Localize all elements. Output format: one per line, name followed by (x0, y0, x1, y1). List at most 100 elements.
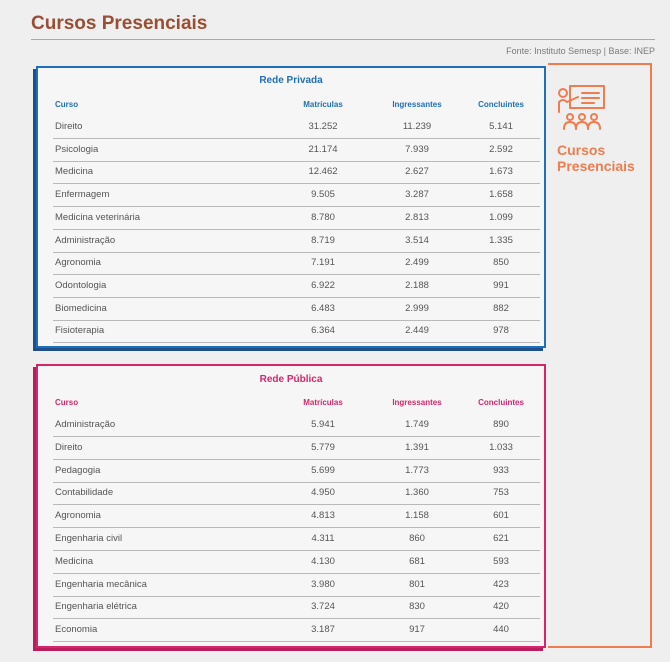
header-course: Curso (55, 398, 79, 407)
cell-enrollments: 6.364 (311, 325, 335, 337)
cell-enrollments: 9.505 (311, 189, 335, 201)
title-divider (31, 39, 655, 40)
cell-enrollments: 6.922 (311, 279, 335, 291)
cell-course: Enfermagem (55, 189, 110, 201)
header-course: Curso (55, 100, 79, 109)
cell-course: Contabilidade (55, 487, 114, 499)
cell-entrants: 1.158 (405, 510, 429, 522)
table-row: Medicina 12.462 2.627 1.673 (53, 161, 540, 185)
header-graduates: Concluintes (478, 398, 524, 407)
side-bracket (548, 63, 652, 648)
cell-course: Psicologia (55, 143, 99, 155)
cell-graduates: 753 (493, 487, 509, 499)
cell-graduates: 1.033 (489, 441, 513, 453)
cell-graduates: 593 (493, 555, 509, 567)
cell-course: Administração (55, 419, 116, 430)
cell-enrollments: 4.813 (311, 510, 335, 522)
cell-graduates: 991 (493, 279, 509, 291)
cell-graduates: 882 (493, 302, 509, 314)
cell-course: Fisioterapia (55, 325, 105, 337)
cell-enrollments: 21.174 (308, 143, 338, 155)
cell-entrants: 681 (409, 555, 425, 567)
header-enrollments: Matrículas (303, 100, 343, 109)
header-entrants: Ingressantes (392, 100, 442, 109)
cell-entrants: 2.627 (405, 166, 429, 178)
cell-enrollments: 4.130 (311, 555, 335, 567)
cell-course: Direito (55, 121, 83, 132)
cell-entrants: 11.239 (402, 121, 432, 132)
cell-course: Engenharia elétrica (55, 601, 137, 613)
cell-course: Engenharia mecânica (55, 578, 147, 590)
table-header-row: Curso Matrículas Ingressantes Concluinte… (53, 396, 540, 410)
table-header-row: Curso Matrículas Ingressantes Concluinte… (53, 98, 540, 112)
cell-graduates: 2.592 (489, 143, 513, 155)
side-label-line2: Presenciais (557, 158, 635, 174)
table-row: Engenharia civil 4.311 860 621 (53, 528, 540, 551)
table-row: Direito 31.252 11.239 5.141 (53, 116, 540, 139)
cell-entrants: 1.749 (405, 419, 429, 430)
cell-enrollments: 5.779 (311, 441, 335, 453)
public-table-title: Rede Pública (259, 374, 323, 385)
teacher-presentation-icon (556, 84, 608, 132)
cell-enrollments: 3.724 (311, 601, 335, 613)
cell-enrollments: 7.191 (311, 257, 335, 269)
table-row: Contabilidade 4.950 1.360 753 (53, 482, 540, 506)
cell-entrants: 860 (409, 533, 425, 544)
table-row: Biomedicina 6.483 2.999 882 (53, 298, 540, 321)
cell-graduates: 890 (493, 419, 509, 430)
private-table-title: Rede Privada (259, 75, 323, 86)
cell-course: Medicina (55, 555, 94, 567)
cell-course: Pedagogia (55, 464, 101, 476)
table-row: Psicologia 21.174 7.939 2.592 (53, 139, 540, 162)
table-row: Medicina 4.130 681 593 (53, 551, 540, 574)
cell-course: Direito (55, 441, 83, 453)
header-enrollments: Matrículas (303, 398, 343, 407)
cell-graduates: 850 (493, 257, 509, 269)
source-note: Fonte: Instituto Semesp | Base: INEP (506, 46, 655, 56)
table-row: Fisioterapia 6.364 2.449 978 (53, 320, 540, 344)
cell-entrants: 2.449 (405, 325, 429, 337)
cell-entrants: 7.939 (405, 143, 429, 155)
cell-course: Medicina (55, 166, 94, 178)
header-entrants: Ingressantes (392, 398, 442, 407)
cell-graduates: 621 (493, 533, 509, 544)
cell-enrollments: 31.252 (308, 121, 338, 132)
table-row: Economia 3.187 917 440 (53, 619, 540, 643)
table-row: Medicina veterinária 8.780 2.813 1.099 (53, 207, 540, 230)
cell-entrants: 2.188 (405, 279, 429, 291)
cell-course: Agronomia (55, 510, 101, 522)
cell-graduates: 5.141 (489, 121, 513, 132)
cell-entrants: 917 (409, 624, 425, 636)
table-row: Engenharia elétrica 3.724 830 420 (53, 596, 540, 620)
cell-course: Odontologia (55, 279, 107, 291)
cell-graduates: 601 (493, 510, 509, 522)
table-row: Direito 5.779 1.391 1.033 (53, 437, 540, 460)
cell-enrollments: 8.780 (311, 211, 335, 223)
cell-enrollments: 12.462 (308, 166, 338, 178)
table-row: Administração 5.941 1.749 890 (53, 414, 540, 437)
cell-entrants: 1.391 (405, 441, 429, 453)
cell-entrants: 2.999 (405, 302, 429, 314)
cell-entrants: 3.287 (405, 189, 429, 201)
table-row: Agronomia 4.813 1.158 601 (53, 505, 540, 529)
cell-graduates: 1.335 (489, 234, 513, 246)
cell-course: Biomedicina (55, 302, 107, 314)
cell-graduates: 978 (493, 325, 509, 337)
cell-entrants: 2.499 (405, 257, 429, 269)
cell-graduates: 1.658 (489, 189, 513, 201)
cell-enrollments: 5.941 (311, 419, 335, 430)
cell-graduates: 1.099 (489, 211, 513, 223)
cell-entrants: 830 (409, 601, 425, 613)
table-row: Agronomia 7.191 2.499 850 (53, 252, 540, 276)
cell-graduates: 423 (493, 578, 509, 590)
cell-entrants: 2.813 (405, 211, 429, 223)
table-row: Odontologia 6.922 2.188 991 (53, 275, 540, 298)
cell-course: Agronomia (55, 257, 101, 269)
cell-course: Engenharia civil (55, 533, 123, 544)
table-row: Engenharia mecânica 3.980 801 423 (53, 574, 540, 597)
cell-enrollments: 8.719 (311, 234, 335, 246)
cell-entrants: 1.360 (405, 487, 429, 499)
cell-graduates: 440 (493, 624, 509, 636)
cell-enrollments: 6.483 (311, 302, 335, 314)
table-row: Enfermagem 9.505 3.287 1.658 (53, 184, 540, 208)
